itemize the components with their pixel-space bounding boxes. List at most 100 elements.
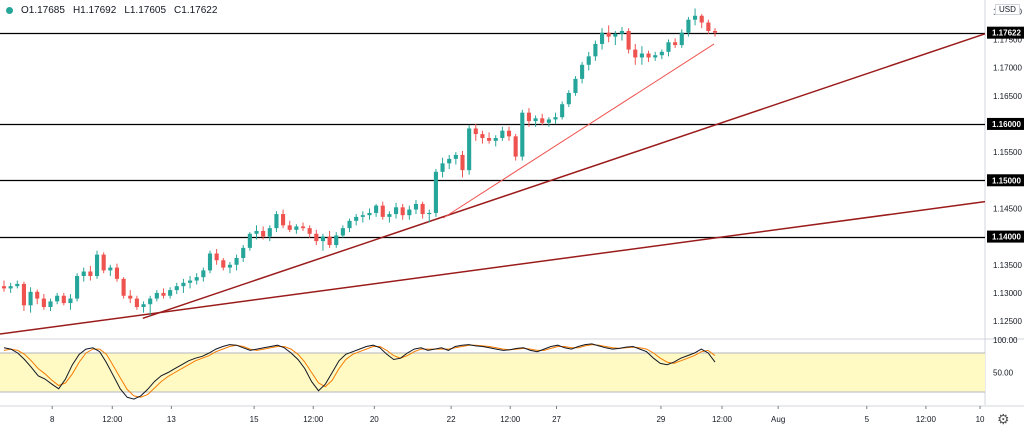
time-tick-label: 27 (552, 415, 561, 424)
candle-body (261, 230, 266, 237)
candle-body (168, 290, 173, 296)
candle-body (201, 270, 206, 278)
candle-body (247, 233, 252, 248)
candle-body (453, 154, 458, 159)
candle-body (533, 118, 538, 122)
level-badge-3 (987, 230, 1024, 243)
candle-body (393, 207, 399, 215)
candle-body (128, 295, 133, 299)
time-tick-label: 29 (656, 415, 665, 424)
candle-body (287, 225, 292, 230)
candle-body (15, 283, 20, 287)
time-tick-label: Aug (771, 415, 785, 424)
candle-body (8, 286, 13, 289)
candle-body (619, 30, 625, 34)
candle-body (467, 128, 472, 171)
candle-body (706, 22, 711, 31)
candle-body (553, 117, 558, 120)
time-tick-label: 5 (865, 415, 870, 424)
price-tick-label: 1.14500 (993, 204, 1022, 213)
candle-body (1, 286, 7, 289)
candle-body (214, 253, 219, 261)
candle-body (35, 291, 40, 299)
candle-body (148, 298, 153, 305)
ohlc-readout: O1.17685 H1.17692 L1.17605 C1.17622 (6, 5, 221, 16)
candle-body (646, 53, 651, 58)
low-value: L1.17605 (124, 5, 167, 16)
candle-body (599, 32, 605, 44)
candle-body (626, 30, 631, 50)
time-tick-label: 8 (50, 415, 55, 424)
candle-body (487, 138, 492, 141)
candle-body (267, 228, 272, 237)
candle-body (108, 267, 113, 271)
time-tick-label: 22 (447, 415, 456, 424)
candle-body (633, 49, 638, 58)
level-badge-2 (987, 174, 1024, 187)
price-tick-label: 1.15500 (993, 148, 1022, 157)
candle-body (526, 112, 532, 122)
candle-body (314, 233, 319, 242)
price-tick-label: 1.17500 (993, 35, 1022, 44)
candle-body (653, 55, 658, 58)
candle-body (666, 42, 671, 52)
candle-body (560, 104, 565, 118)
currency-button[interactable]: USD (995, 4, 1020, 15)
candle-body (121, 278, 126, 296)
candle-body (28, 291, 33, 306)
gear-icon[interactable]: ⚙ (997, 411, 1010, 427)
candle-body (340, 228, 345, 236)
candle-body (88, 271, 93, 277)
candle-body (234, 258, 239, 265)
candle-body (181, 282, 186, 287)
time-tick-label: 12:00 (916, 415, 937, 424)
candle-body (354, 216, 359, 221)
candle-body (433, 171, 438, 213)
level-badge-label: 1.15000 (992, 176, 1021, 185)
candle-body (699, 15, 704, 23)
candle-body (500, 130, 505, 139)
candle-body (48, 301, 53, 308)
level-badge-label: 1.16000 (992, 120, 1021, 129)
candle-body (227, 264, 232, 268)
candle-body (580, 64, 585, 79)
trendline-2 (442, 43, 715, 219)
time-tick-label: 10 (976, 415, 985, 424)
candle-body (679, 32, 684, 46)
candle-body (367, 212, 372, 216)
candle-body (473, 128, 478, 135)
candle-body (101, 254, 106, 271)
candle-body (593, 43, 598, 57)
stoch-k-line (3, 343, 716, 400)
candle-body (41, 298, 46, 308)
candle-body (294, 226, 299, 230)
price-tick-label: 1.16500 (993, 92, 1022, 101)
high-value: H1.17692 (72, 5, 117, 16)
candle-body (68, 298, 73, 304)
stoch-band (0, 353, 985, 392)
candle-body (347, 220, 352, 229)
candle-body (686, 19, 691, 33)
candle-body (420, 203, 425, 215)
level-badge-1 (987, 117, 1024, 130)
candle-body (327, 236, 332, 246)
time-tick-label: 12:00 (500, 415, 521, 424)
candle-body (606, 32, 611, 37)
candle-body (440, 163, 445, 172)
candle-body (241, 247, 246, 259)
candle-body (659, 51, 664, 56)
candle-body (94, 254, 100, 277)
candle-body (207, 253, 213, 271)
candle-body (194, 277, 199, 281)
candle-body (427, 212, 432, 215)
price-tick-label: 1.13500 (993, 261, 1022, 270)
trendline-1 (142, 33, 986, 319)
candle-body (300, 226, 306, 229)
candle-body (693, 15, 698, 20)
stoch-tick-label: 100.00 (993, 336, 1018, 345)
candle-body (480, 134, 485, 139)
candle-body (307, 228, 312, 234)
candle-body (413, 203, 419, 210)
level-badge-label: 1.14000 (992, 233, 1021, 242)
